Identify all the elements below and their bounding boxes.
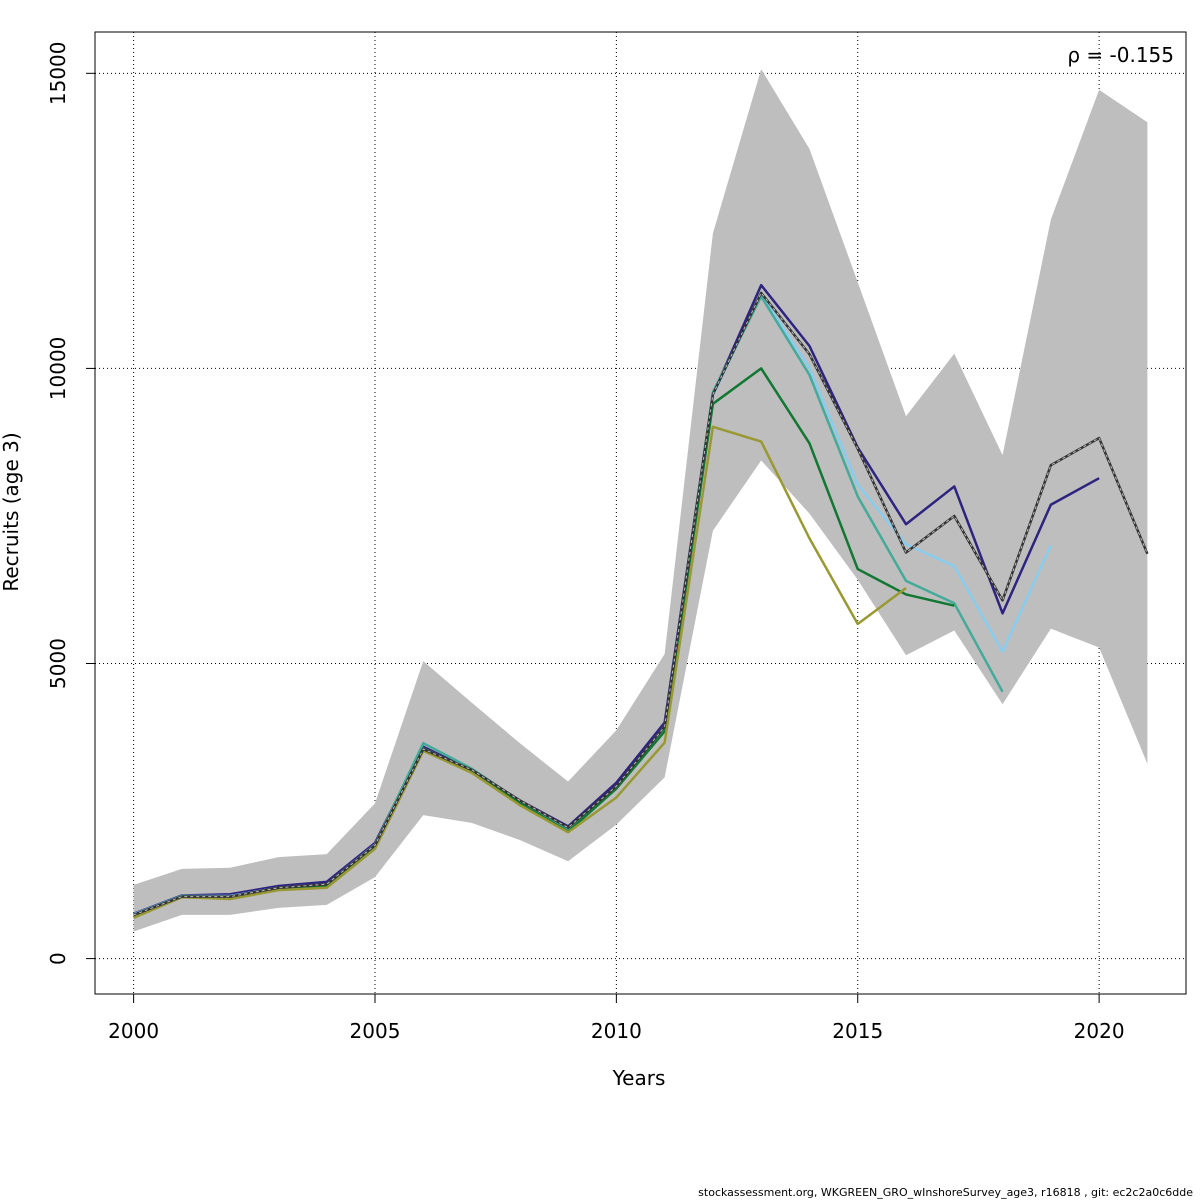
footer-credit: stockassessment.org, WKGREEN_GRO_wInshor… — [698, 1186, 1193, 1199]
axes: 2000 2005 2010 2015 2020 0 5000 10000 15000 — [46, 42, 1125, 1043]
y-tick-label: 0 — [46, 952, 70, 965]
series-line-peel-1 — [133, 283, 1100, 915]
y-tick-label: 15000 — [46, 42, 70, 106]
series-line-peel-5 — [133, 425, 907, 920]
x-tick-label: 2005 — [350, 1019, 401, 1043]
x-tick-label: 2015 — [832, 1019, 883, 1043]
series-line-final — [133, 291, 1149, 917]
y-tick-label: 10000 — [46, 337, 70, 401]
x-axis-title: Years — [612, 1066, 666, 1090]
x-tick-label: 2020 — [1074, 1019, 1125, 1043]
y-axis-title: Recruits (age 3) — [0, 432, 23, 591]
y-tick-label: 5000 — [46, 638, 70, 689]
x-tick-label: 2000 — [108, 1019, 159, 1043]
x-tick-label: 2010 — [591, 1019, 642, 1043]
rho-annotation: ρ = -0.155 — [1067, 43, 1174, 67]
series-layer — [133, 283, 1149, 920]
